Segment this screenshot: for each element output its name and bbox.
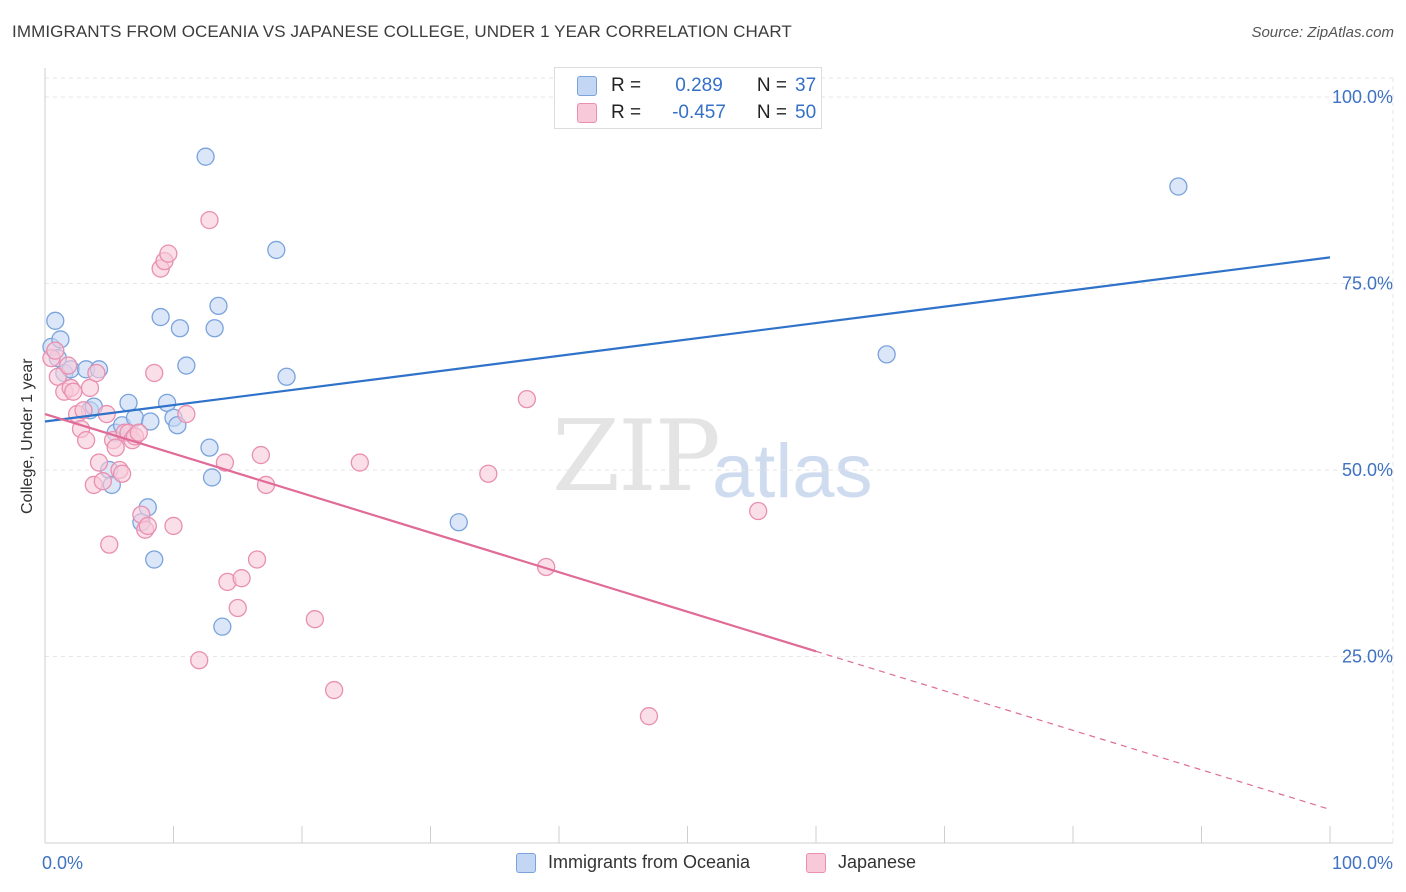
point-japanese-43 [251,445,271,465]
stats-row-japanese: R = -0.457 N = 50 [577,100,816,126]
point-japanese-15 [93,472,112,491]
stats-r-value-oceania: 0.289 [675,75,723,96]
point-oceania-33 [449,513,468,532]
point-oceania-28 [205,319,224,338]
point-japanese-17 [100,535,119,554]
point-oceania-19 [151,307,170,327]
point-japanese-37 [200,210,219,230]
point-japanese-41 [232,569,251,588]
point-japanese-29 [138,516,157,536]
point-japanese-26 [129,423,148,442]
trend-line-dashed-japanese [815,650,1331,811]
y-tick-label-1: 50.0% [1342,460,1393,480]
point-oceania-24 [177,356,196,375]
chart-title: IMMIGRANTS FROM OCEANIA VS JAPANESE COLL… [12,22,792,41]
stats-r-value-japanese: -0.457 [672,102,726,123]
legend-label-oceania: Immigrants from Oceania [548,852,751,872]
point-japanese-4 [58,356,78,375]
stats-swatch-japanese [577,103,597,123]
source-credit: Source: ZipAtlas.com [1251,24,1394,41]
point-oceania-27 [202,468,222,487]
point-oceania-18 [145,550,164,569]
point-japanese-49 [517,389,537,409]
stats-swatch-oceania [577,76,597,96]
stats-row-oceania: R = 0.289 N = 37 [577,73,816,99]
trend-line-oceania [44,256,1331,423]
point-japanese-35 [177,404,196,424]
point-japanese-6 [64,382,83,401]
point-oceania-34 [877,345,896,364]
legend-item-oceania[interactable]: Immigrants from Oceania [516,852,750,873]
point-japanese-40 [228,598,247,618]
point-japanese-13 [87,363,106,383]
point-oceania-25 [196,147,215,166]
point-japanese-38 [215,453,235,472]
point-japanese-52 [749,501,768,521]
point-japanese-51 [639,707,659,726]
point-japanese-19 [106,438,125,457]
point-japanese-1 [46,341,65,360]
point-oceania-32 [277,367,296,386]
y-tick-label-0: 25.0% [1342,647,1393,667]
stats-legend-box: R = 0.289 N = 37 R = -0.457 N = 50 [554,67,822,129]
point-japanese-9 [74,401,93,420]
point-oceania-29 [209,296,228,316]
point-japanese-21 [112,464,132,483]
point-japanese-50 [537,557,556,577]
point-japanese-33 [159,244,178,263]
legend-swatch-japanese [806,852,826,873]
point-japanese-30 [145,363,164,383]
stats-n-label-oceania: N = [756,75,787,96]
x-tick-label-1: 100.0% [1332,853,1393,873]
point-japanese-34 [164,516,183,536]
point-oceania-1 [46,311,65,330]
stats-n-value-oceania: 37 [795,75,817,96]
stats-r-label-oceania: R = [611,75,642,96]
point-oceania-17 [141,412,160,431]
bottom-legend: Immigrants from Oceania Japanese [0,852,1406,878]
watermark-atlas: atlas [712,429,873,514]
watermark-zip: ZIP [552,400,721,514]
y-tick-label-2: 75.0% [1342,274,1393,294]
legend-label-japanese: Japanese [838,852,917,872]
point-oceania-26 [200,438,219,457]
point-japanese-10 [76,431,96,450]
trend-line-japanese [44,412,817,653]
stats-n-value-japanese: 50 [795,102,817,123]
point-japanese-14 [89,453,109,472]
point-japanese-45 [305,610,325,629]
point-japanese-46 [324,680,344,700]
point-oceania-31 [267,240,286,260]
legend-swatch-oceania [516,852,536,873]
legend-item-japanese[interactable]: Japanese [806,852,916,873]
y-tick-label-3: 100.0% [1332,87,1393,107]
point-japanese-47 [350,453,369,472]
stats-r-label-japanese: R = [611,102,642,123]
point-japanese-48 [479,464,498,483]
point-japanese-42 [247,550,267,569]
point-japanese-36 [190,651,209,670]
stats-n-label-japanese: N = [756,102,787,123]
point-oceania-30 [213,617,232,636]
point-oceania-35 [1169,177,1188,196]
point-oceania-23 [170,319,190,338]
x-tick-label-0: 0.0% [42,853,83,873]
